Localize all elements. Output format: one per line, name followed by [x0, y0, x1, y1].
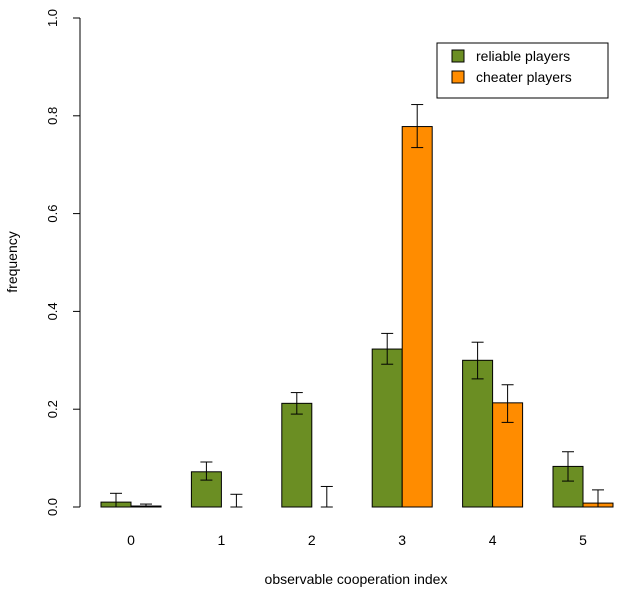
x-axis-label: observable cooperation index — [265, 571, 448, 587]
bars — [100, 104, 614, 508]
error-bar-reliable-0 — [110, 492, 122, 508]
legend-swatch-cheater — [451, 70, 465, 84]
error-bar-reliable-3 — [381, 332, 394, 365]
error-bar-cheater-1 — [230, 493, 243, 508]
x-tick-label: 1 — [218, 532, 226, 548]
x-tick-label: 5 — [579, 532, 587, 548]
error-bar-reliable-4 — [471, 341, 484, 380]
error-bar-cheater-0 — [140, 503, 152, 508]
legend-swatch-reliable — [451, 49, 465, 63]
error-bar-cheater-5 — [592, 489, 604, 508]
bar-reliable-3 — [371, 348, 403, 508]
y-tick-label: 0.8 — [45, 107, 60, 125]
x-axis: 0 1 2 3 4 5 — [127, 532, 587, 548]
y-axis-label: frequency — [4, 231, 20, 292]
error-bar-reliable-1 — [200, 461, 213, 481]
bar-cheater-3 — [401, 126, 433, 508]
error-bar-cheater-3 — [411, 104, 424, 149]
bar-reliable-4 — [462, 359, 494, 508]
y-tick-label: 0.6 — [45, 205, 60, 223]
legend-label-reliable: reliable players — [476, 48, 570, 64]
y-tick-label: 0.2 — [45, 400, 60, 418]
bar-reliable-2 — [281, 402, 313, 508]
error-bar-cheater-2 — [320, 485, 333, 508]
x-tick-label: 0 — [127, 532, 135, 548]
y-tick-label: 1.0 — [45, 9, 60, 27]
y-tick-label: 0.0 — [45, 498, 60, 516]
legend: reliable players cheater players — [436, 42, 609, 99]
x-tick-label: 2 — [308, 532, 316, 548]
legend-label-cheater: cheater players — [476, 69, 572, 85]
y-tick-label: 0.4 — [45, 302, 60, 320]
x-tick-label: 4 — [489, 532, 497, 548]
error-bar-cheater-4 — [501, 384, 514, 423]
x-tick-label: 3 — [398, 532, 406, 548]
error-bar-reliable-5 — [562, 451, 574, 482]
error-bar-reliable-2 — [290, 392, 303, 415]
legend-box — [436, 42, 609, 99]
bar-reliable-5 — [552, 465, 584, 508]
y-axis: 0.0 0.2 0.4 0.6 0.8 1.0 — [45, 9, 81, 516]
